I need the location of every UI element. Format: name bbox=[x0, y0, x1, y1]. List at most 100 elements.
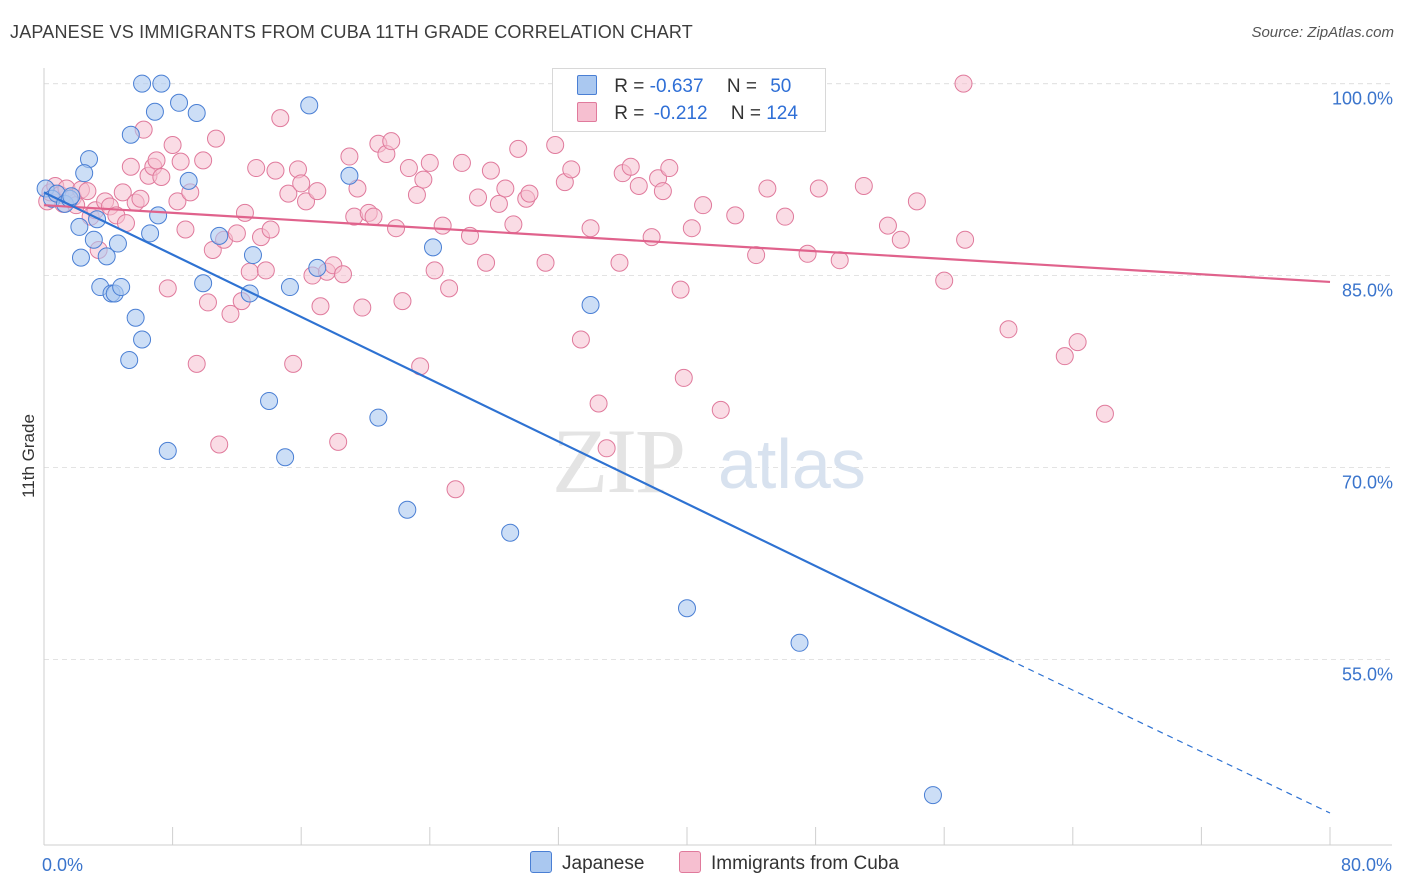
cuba-point-16 bbox=[113, 183, 132, 202]
cuba-point-42 bbox=[235, 203, 254, 222]
cuba-point-97 bbox=[571, 330, 590, 349]
cuba-point-110 bbox=[674, 368, 693, 387]
cuba-point-50 bbox=[279, 184, 298, 203]
japanese-point-16 bbox=[112, 278, 131, 297]
cuba-point-46 bbox=[256, 261, 275, 280]
cuba-point-74 bbox=[407, 185, 426, 204]
cuba-point-49 bbox=[271, 109, 290, 128]
cuba-point-26 bbox=[158, 279, 177, 298]
cuba-point-115 bbox=[747, 246, 766, 265]
japanese-r-value: -0.637 bbox=[649, 76, 704, 97]
cuba-point-62 bbox=[340, 147, 359, 166]
japanese-point-28 bbox=[187, 104, 206, 123]
cuba-point-71 bbox=[387, 219, 406, 238]
japanese-point-22 bbox=[145, 102, 164, 121]
cuba-point-93 bbox=[536, 253, 555, 272]
cuba-point-82 bbox=[452, 153, 471, 172]
cuba-point-108 bbox=[660, 159, 679, 178]
japanese-point-41 bbox=[424, 238, 443, 257]
cuba-point-92 bbox=[520, 184, 539, 203]
japanese-point-23 bbox=[149, 206, 168, 225]
japanese-point-49 bbox=[75, 164, 94, 183]
japanese-point-46 bbox=[790, 633, 809, 652]
cuba-point-25 bbox=[152, 168, 171, 187]
cuba-point-113 bbox=[711, 400, 730, 419]
cuba-point-64 bbox=[348, 179, 367, 198]
legend-item-japanese[interactable]: Japanese bbox=[530, 851, 644, 875]
cuba-point-56 bbox=[308, 182, 327, 201]
legend-label-japanese: Japanese bbox=[562, 853, 645, 874]
japanese-point-20 bbox=[133, 330, 152, 349]
japanese-point-27 bbox=[179, 171, 198, 190]
cuba-point-119 bbox=[809, 179, 828, 198]
source-label: Source: ZipAtlas.com bbox=[1251, 24, 1394, 41]
cuba-point-85 bbox=[477, 253, 496, 272]
cuba-point-87 bbox=[489, 194, 508, 213]
legend-item-cuba[interactable]: Immigrants from Cuba bbox=[679, 851, 899, 875]
japanese-point-31 bbox=[240, 284, 259, 303]
cuba-point-130 bbox=[1068, 333, 1087, 352]
cuba-point-43 bbox=[240, 262, 259, 281]
japanese-point-24 bbox=[152, 74, 171, 93]
cuba-swatch bbox=[577, 102, 597, 122]
japanese-point-21 bbox=[141, 224, 160, 243]
cuba-point-67 bbox=[364, 207, 383, 226]
cuba-point-73 bbox=[399, 159, 418, 178]
cuba-point-104 bbox=[629, 176, 648, 195]
cuba-n-label: N = bbox=[730, 103, 767, 124]
trend-lines bbox=[43, 191, 1331, 814]
cuba-point-51 bbox=[284, 354, 303, 373]
legend-row-japanese: R = -0.637 N = 50 bbox=[577, 75, 791, 101]
cuba-point-127 bbox=[956, 230, 975, 249]
cuba-point-76 bbox=[414, 170, 433, 189]
cuba-point-103 bbox=[621, 157, 640, 176]
cuba-point-34 bbox=[198, 293, 217, 312]
cuba-point-114 bbox=[726, 206, 745, 225]
japanese-point-18 bbox=[121, 125, 140, 144]
x-tick-label-max: 80.0% bbox=[1341, 855, 1392, 875]
cuba-point-78 bbox=[425, 261, 444, 280]
cuba-point-79 bbox=[433, 216, 452, 235]
japanese-point-33 bbox=[260, 391, 279, 410]
cuba-point-57 bbox=[311, 297, 330, 316]
cuba-point-100 bbox=[597, 439, 616, 458]
y-axis-tick-labels: 55.0% 70.0% 85.0% 100.0% bbox=[1332, 89, 1393, 685]
cuba-point-53 bbox=[292, 174, 311, 193]
japanese-point-6 bbox=[70, 217, 89, 236]
cuba-point-20 bbox=[131, 189, 150, 208]
japanese-point-29 bbox=[194, 274, 213, 293]
japanese-point-35 bbox=[280, 278, 299, 297]
cuba-point-131 bbox=[1095, 404, 1114, 423]
cuba-point-30 bbox=[176, 220, 195, 239]
watermark-zip: ZIP bbox=[552, 410, 684, 512]
cuba-point-90 bbox=[509, 139, 528, 158]
japanese-point-47 bbox=[923, 786, 942, 805]
cuba-point-39 bbox=[221, 304, 240, 323]
cuba-point-109 bbox=[671, 280, 690, 299]
cuba-r-value: -0.212 bbox=[653, 103, 708, 124]
cuba-point-33 bbox=[194, 151, 213, 170]
cuba-point-37 bbox=[210, 435, 229, 454]
cuba-point-80 bbox=[440, 279, 459, 298]
cuba-point-99 bbox=[589, 394, 608, 413]
cuba-point-105 bbox=[642, 228, 661, 247]
watermark-atlas: atlas bbox=[718, 425, 866, 503]
japanese-trend-line bbox=[43, 191, 1009, 661]
japanese-swatch bbox=[577, 75, 597, 95]
japanese-n-label: N = bbox=[726, 76, 763, 97]
cuba-point-123 bbox=[891, 230, 910, 249]
cuba-point-112 bbox=[694, 196, 713, 215]
cuba-r-label: R = bbox=[614, 103, 650, 124]
cuba-point-70 bbox=[382, 132, 401, 151]
cuba-legend-swatch bbox=[679, 851, 701, 873]
cuba-point-116 bbox=[758, 179, 777, 198]
cuba-point-89 bbox=[504, 215, 523, 234]
cuba-point-81 bbox=[446, 480, 465, 499]
japanese-n-value: 50 bbox=[770, 76, 792, 97]
cuba-trend-line bbox=[43, 204, 1331, 284]
japanese-r-label: R = bbox=[614, 76, 650, 97]
cuba-point-40 bbox=[227, 224, 246, 243]
cuba-point-118 bbox=[798, 244, 817, 263]
y-axis-label: 11th Grade bbox=[19, 414, 38, 498]
